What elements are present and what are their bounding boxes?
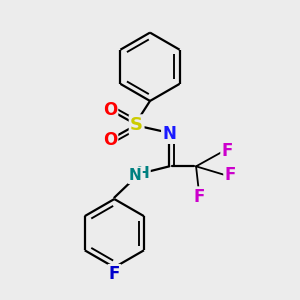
Text: F: F <box>225 166 236 184</box>
Text: N: N <box>129 168 142 183</box>
Text: O: O <box>103 101 117 119</box>
Text: O: O <box>103 130 117 148</box>
Text: F: F <box>109 265 120 283</box>
Text: F: F <box>194 188 205 206</box>
Text: F: F <box>222 142 233 160</box>
Text: S: S <box>130 116 143 134</box>
Text: N: N <box>162 125 176 143</box>
Text: H: H <box>137 166 149 181</box>
